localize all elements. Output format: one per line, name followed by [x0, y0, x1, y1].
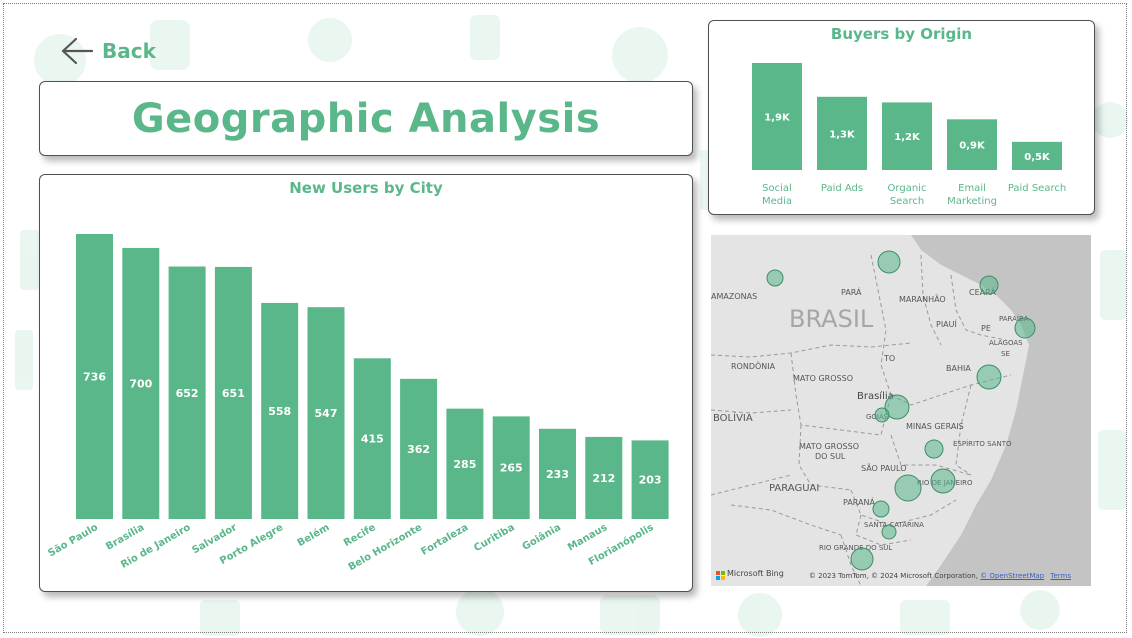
origin-chart-title: Buyers by Origin [830, 25, 973, 43]
svg-text:BAHIA: BAHIA [946, 364, 971, 373]
data-label-rio-de-janeiro: 652 [176, 387, 199, 400]
data-label-sao-paulo: 736 [83, 371, 106, 384]
map-canvas: AMAZONAS PARÁ MARANHÃO CEARÁ PIAUÍ PE PA… [711, 235, 1091, 586]
svg-text:PARAÍBA: PARAÍBA [999, 314, 1029, 323]
data-label-porto-alegre: 558 [268, 405, 291, 418]
data-label-salvador: 651 [222, 387, 245, 400]
svg-text:SANTA CATARINA: SANTA CATARINA [864, 521, 924, 529]
svg-text:RIO GRANDE DO SUL: RIO GRANDE DO SUL [819, 544, 892, 552]
tick-label-curitiba: Curitiba [472, 522, 516, 554]
map-attribution: © 2023 TomTom, © 2024 Microsoft Corporat… [809, 572, 1071, 580]
svg-text:SE: SE [1001, 350, 1010, 358]
svg-text:ALAGOAS: ALAGOAS [989, 339, 1023, 347]
bar-salvador[interactable] [214, 266, 252, 519]
data-label-brasilia: 700 [129, 377, 152, 390]
svg-text:DO SUL: DO SUL [815, 452, 846, 461]
arrow-left-icon [61, 37, 94, 65]
tick-label-goiania: Goiânia [520, 521, 563, 553]
tick-label-email-marketing: Email Marketing [947, 183, 997, 207]
bar-sao-paulo[interactable] [76, 234, 113, 519]
tick-label-fortaleza: Fortaleza [419, 522, 470, 558]
svg-text:MINAS GERAIS: MINAS GERAIS [906, 422, 964, 431]
data-label-social-media: 1,9K [764, 113, 791, 124]
svg-text:PARÁ: PARÁ [841, 286, 862, 297]
city-chart-title: New Users by City [289, 179, 443, 197]
svg-text:PE: PE [981, 324, 991, 333]
svg-text:Brasília: Brasília [857, 390, 894, 402]
bar-brasilia[interactable] [122, 247, 160, 519]
tick-label-belem: Belém [295, 521, 331, 549]
data-label-paid-search: 0,5K [1024, 152, 1051, 163]
data-label-email-marketing: 0,9K [959, 141, 986, 152]
bar-fortaleza[interactable] [446, 408, 484, 519]
brazil-map[interactable]: AMAZONAS PARÁ MARANHÃO CEARÁ PIAUÍ PE PA… [711, 235, 1091, 586]
svg-text:TO: TO [883, 354, 895, 363]
data-label-recife: 415 [361, 433, 384, 446]
svg-text:BOLÍVIA: BOLÍVIA [713, 411, 753, 424]
svg-text:MATO GROSSO: MATO GROSSO [799, 442, 859, 451]
svg-text:MARANHÃO: MARANHÃO [899, 294, 946, 304]
bar-social-media[interactable] [752, 63, 802, 170]
bar-paid-search[interactable] [1012, 141, 1062, 170]
new-users-by-city-card: New Users by City 736 São Paulo 700 Brasíli… [39, 174, 693, 592]
data-label-paid-ads: 1,3K [829, 129, 856, 140]
bar-organic-search[interactable] [882, 102, 932, 170]
tick-label-paid-search: Paid Search [1008, 183, 1066, 194]
data-label-belo-horizonte: 362 [407, 443, 430, 456]
back-label: Back [102, 39, 156, 63]
tick-label-sao-paulo: São Paulo [46, 522, 100, 559]
bar-belem[interactable] [307, 307, 345, 519]
bar-curitiba[interactable] [492, 416, 530, 519]
svg-text:PARAGUAI: PARAGUAI [769, 483, 819, 494]
terms-link[interactable]: Terms [1050, 572, 1071, 580]
copyright-text: © 2023 TomTom, © 2024 Microsoft Corporat… [808, 572, 978, 580]
data-label-curitiba: 265 [500, 462, 523, 475]
bar-porto-alegre[interactable] [261, 302, 299, 519]
bar-belo-horizonte[interactable] [400, 378, 438, 519]
bar-recife[interactable] [353, 358, 391, 519]
svg-text:AMAZONAS: AMAZONAS [711, 292, 757, 301]
data-label-florianopolis: 203 [639, 474, 662, 487]
bar-rio-de-janeiro[interactable] [168, 266, 206, 519]
bar-florianopolis[interactable] [631, 440, 669, 519]
bar-goiania[interactable] [539, 428, 576, 519]
bar-manaus[interactable] [585, 436, 623, 519]
data-label-manaus: 212 [592, 472, 615, 485]
svg-text:BRASIL: BRASIL [789, 305, 874, 333]
data-label-belem: 547 [315, 407, 338, 420]
bar-email-marketing[interactable] [947, 119, 997, 170]
tick-label-social-media: Social Media [762, 183, 792, 207]
tick-label-organic-search: Organic Search [888, 183, 927, 207]
openstreetmap-link[interactable]: © OpenStreetMap [980, 572, 1045, 580]
svg-text:SÃO PAULO: SÃO PAULO [861, 463, 907, 473]
svg-text:PIAUÍ: PIAUÍ [936, 318, 958, 329]
microsoft-logo-icon [716, 571, 725, 580]
bar-paid-ads[interactable] [817, 96, 867, 170]
title-card: Geographic Analysis [39, 81, 693, 156]
svg-text:ESPÍRITO SANTO: ESPÍRITO SANTO [953, 439, 1012, 448]
svg-text:PARANÁ: PARANÁ [843, 496, 875, 507]
map-provider-label: Microsoft Bing [727, 569, 784, 578]
origin-bar-chart: 1,9K Social Media 1,3K Paid Ads 1,2K Organic Se… [752, 63, 1066, 207]
data-label-organic-search: 1,2K [894, 132, 921, 143]
tick-label-paid-ads: Paid Ads [821, 183, 863, 194]
page-title: Geographic Analysis [131, 95, 601, 142]
buyers-by-origin-card: Buyers by Origin 1,9K Social Media 1,3K Paid… [708, 20, 1095, 215]
svg-text:RONDÔNIA: RONDÔNIA [731, 360, 776, 371]
tick-label-recife: Recife [342, 522, 378, 549]
tick-label-brasilia: Brasília [104, 521, 147, 553]
data-label-fortaleza: 285 [453, 458, 476, 471]
data-label-goiania: 233 [546, 468, 569, 481]
svg-text:MATO GROSSO: MATO GROSSO [793, 374, 853, 383]
back-button[interactable]: Back [60, 36, 156, 66]
report-frame [3, 3, 1127, 633]
